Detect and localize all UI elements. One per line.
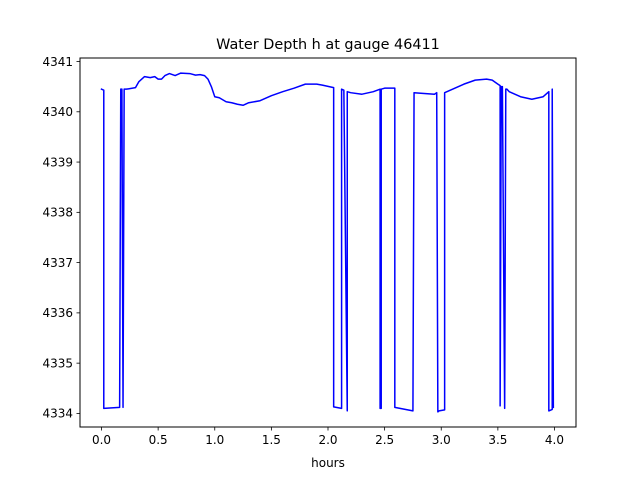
x-tick-label: 3.5 [488,433,507,447]
y-tick-label: 4335 [42,356,73,370]
x-tick-label: 1.5 [262,433,281,447]
x-tick-label: 4.0 [545,433,564,447]
x-tick-label: 0.5 [149,433,168,447]
y-tick-label: 4339 [42,155,73,169]
y-tick-label: 4338 [42,206,73,220]
series-line-0 [100,72,555,413]
x-tick-label: 1.0 [205,433,224,447]
y-tick-label: 4340 [42,105,73,119]
y-tick-label: 4334 [42,407,73,421]
y-tick-label: 4341 [42,55,73,69]
x-tick-label: 2.0 [318,433,337,447]
x-tick-label: 3.0 [432,433,451,447]
x-tick-label: 2.5 [375,433,394,447]
chart-title: Water Depth h at gauge 46411 [216,37,440,53]
x-tick-label: 0.0 [92,433,111,447]
x-axis-label: hours [311,456,345,470]
y-tick-label: 4336 [42,306,73,320]
y-tick-label: 4337 [42,256,73,270]
